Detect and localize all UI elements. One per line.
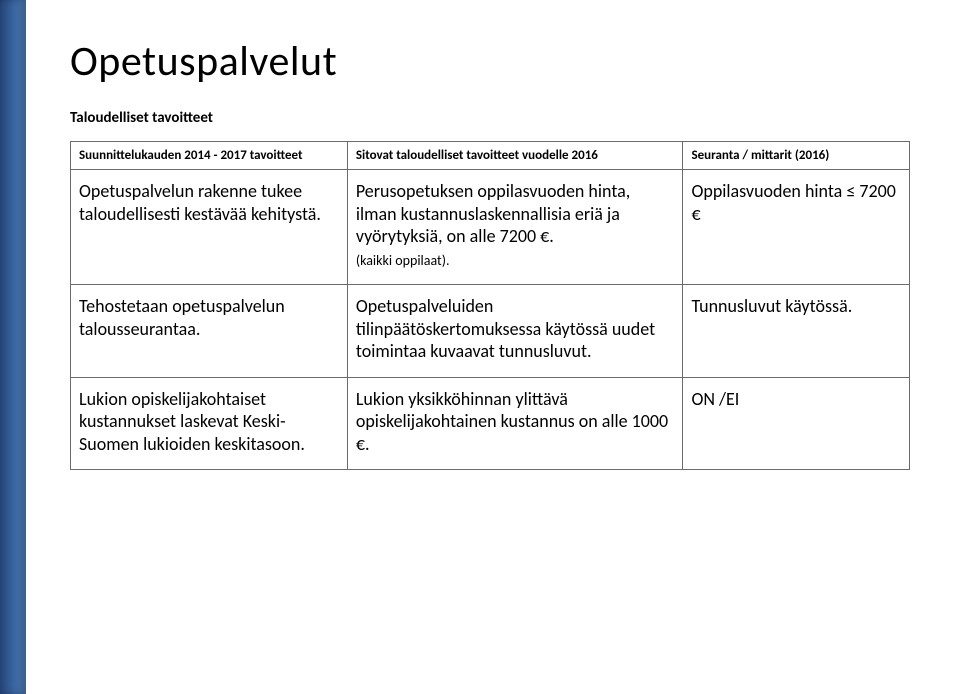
cell-c2: Perusopetuksen oppilasvuoden hinta, ilma…	[347, 170, 683, 285]
cell-c2-main: Lukion yksikköhinnan ylittävä opiskelija…	[356, 388, 668, 455]
goals-table: Suunnittelukauden 2014 - 2017 tavoitteet…	[70, 141, 910, 470]
col-header-3: Seuranta / mittarit (2016)	[683, 142, 910, 170]
table-header-row: Suunnittelukauden 2014 - 2017 tavoitteet…	[71, 142, 910, 170]
cell-c1: Opetuspalvelun rakenne tukee taloudellis…	[71, 170, 348, 285]
page-title: Opetuspalvelut	[70, 36, 910, 87]
col-header-2: Sitovat taloudelliset tavoitteet vuodell…	[347, 142, 683, 170]
col-header-1: Suunnittelukauden 2014 - 2017 tavoitteet	[71, 142, 348, 170]
page-subtitle: Taloudelliset tavoitteet	[70, 109, 910, 127]
table-row: Tehostetaan opetuspalvelun talousseurant…	[71, 285, 910, 378]
cell-c3: Oppilasvuoden hinta ≤ 7200 €	[683, 170, 910, 285]
table-row: Opetuspalvelun rakenne tukee taloudellis…	[71, 170, 910, 285]
cell-c1: Tehostetaan opetuspalvelun talousseurant…	[71, 285, 348, 378]
cell-c2-note: (kaikki oppilaat).	[356, 252, 450, 269]
left-spine	[0, 0, 26, 694]
table-row: Lukion opiskelijakohtaiset kustannukset …	[71, 377, 910, 470]
cell-c3: Tunnusluvut käytössä.	[683, 285, 910, 378]
page: Opetuspalvelut Taloudelliset tavoitteet …	[0, 0, 960, 694]
cell-c2: Lukion yksikköhinnan ylittävä opiskelija…	[347, 377, 683, 470]
cell-c2-main: Perusopetuksen oppilasvuoden hinta, ilma…	[356, 180, 630, 247]
cell-c2: Opetuspalveluiden tilinpäätöskertomukses…	[347, 285, 683, 378]
cell-c1: Lukion opiskelijakohtaiset kustannukset …	[71, 377, 348, 470]
cell-c2-main: Opetuspalveluiden tilinpäätöskertomukses…	[356, 295, 655, 362]
cell-c3: ON /EI	[683, 377, 910, 470]
